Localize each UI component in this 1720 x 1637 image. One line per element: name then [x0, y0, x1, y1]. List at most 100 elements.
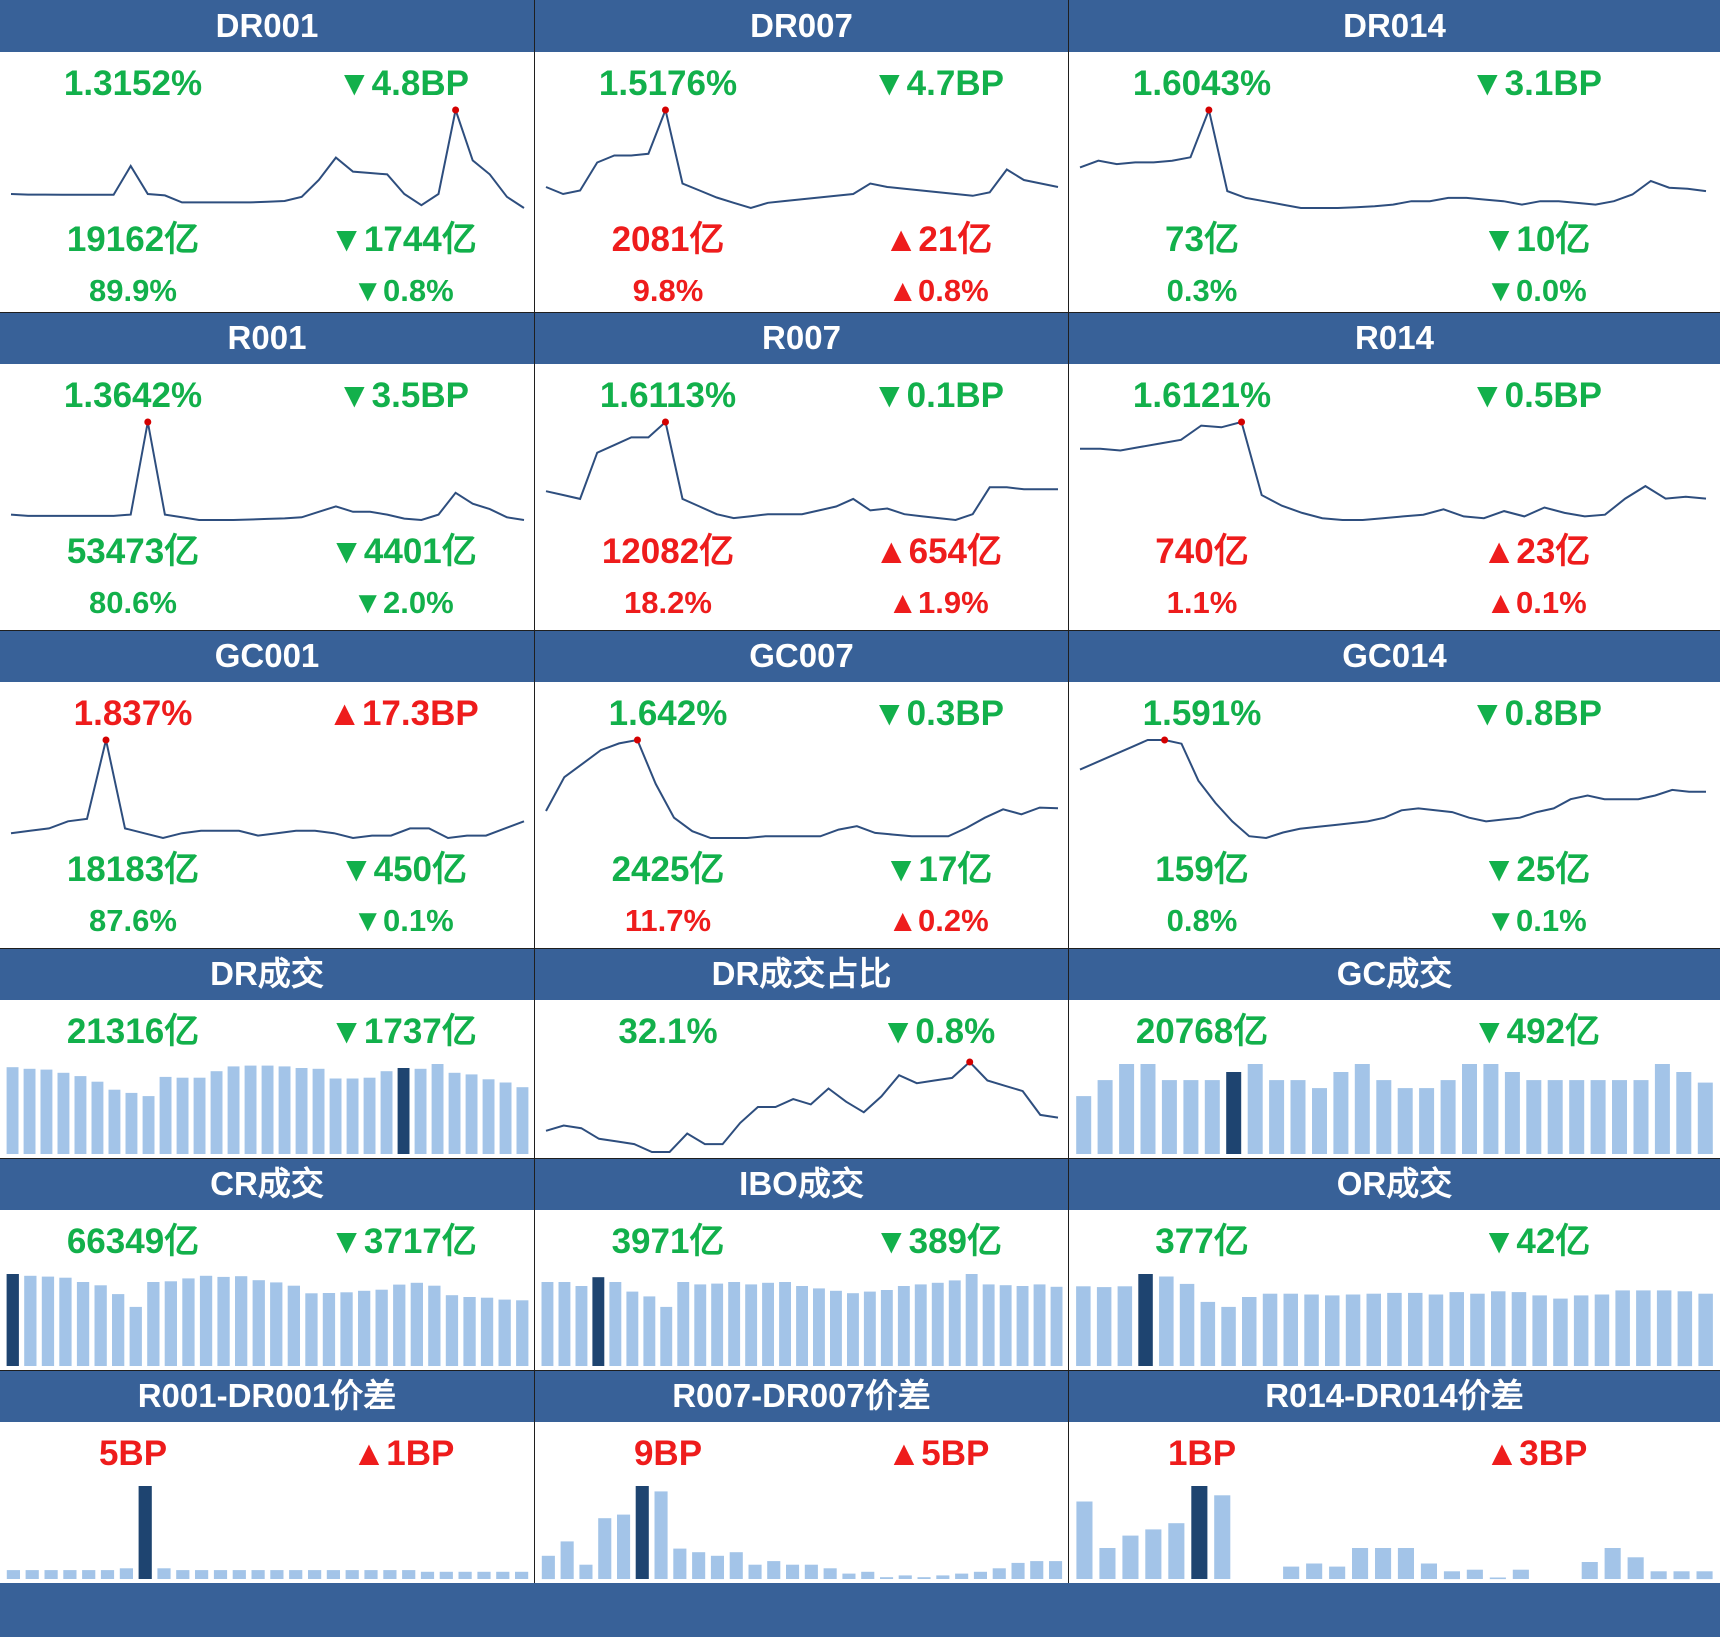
bar [748, 1564, 762, 1579]
change: ▲5BP [886, 1434, 990, 1473]
bar [364, 1570, 378, 1579]
bar [340, 1292, 353, 1366]
share-change: ▼2.0% [352, 585, 454, 620]
bar [480, 1297, 494, 1366]
bar [244, 1065, 257, 1154]
rate-trend-chart [1079, 736, 1706, 840]
bar [1099, 1548, 1116, 1579]
bar [626, 1291, 639, 1366]
share-change: ▲1.9% [887, 585, 989, 620]
panel-5: R014 1.6121% ▼0.5BP 740亿 ▲23亿 1.1% ▲0.1% [1069, 312, 1720, 630]
bar [1419, 1088, 1435, 1154]
bar [182, 1278, 195, 1366]
bar [914, 1284, 927, 1366]
bar [982, 1284, 995, 1366]
peak-marker [966, 1058, 974, 1066]
bar [762, 1282, 774, 1366]
rate-trend-chart [1079, 106, 1707, 209]
rate-value: 1.6113% [599, 376, 737, 415]
peak-marker [452, 106, 460, 114]
bar [295, 1068, 308, 1154]
bar [1016, 1286, 1029, 1366]
volume-change: ▼10亿 [1481, 220, 1591, 259]
bar [346, 1078, 359, 1154]
bar [1526, 1080, 1542, 1154]
bar [1076, 1501, 1093, 1579]
series-line [10, 421, 525, 522]
bar [477, 1571, 491, 1579]
bar [1612, 1080, 1627, 1154]
share-value: 87.6% [89, 903, 177, 938]
bar [465, 1074, 478, 1154]
bar [252, 1280, 265, 1366]
panel-title: R007-DR007价差 [535, 1370, 1068, 1422]
bar [287, 1285, 300, 1366]
bar [1698, 1293, 1713, 1366]
share-change: ▼0.1% [352, 903, 454, 938]
bar [82, 1570, 96, 1579]
bar [195, 1570, 209, 1579]
bar [1449, 1292, 1464, 1366]
bar [955, 1573, 969, 1579]
bar [1366, 1293, 1381, 1366]
panel-7: GC007 1.642% ▼0.3BP 2425亿 ▼17亿 11.7% ▲0.2% [535, 630, 1069, 948]
value: 21316亿 [66, 1012, 200, 1051]
panel-16: R007-DR007价差 9BP ▲5BP [535, 1370, 1069, 1583]
bar-highlight [635, 1486, 649, 1579]
value: 66349亿 [66, 1222, 200, 1261]
row-divider [0, 1158, 1720, 1159]
bar [1140, 1064, 1156, 1154]
bar [710, 1555, 724, 1580]
bar [498, 1299, 511, 1366]
peak-marker [1205, 106, 1213, 114]
bar [420, 1571, 435, 1579]
bar [1283, 1566, 1300, 1579]
bar-highlight [6, 1274, 19, 1366]
bar [1161, 1080, 1177, 1154]
bar [383, 1570, 397, 1579]
rate-change: ▼0.5BP [1470, 376, 1602, 415]
bar [1214, 1495, 1231, 1579]
value: 3971亿 [611, 1222, 725, 1261]
bar [1262, 1293, 1278, 1366]
change: ▲1BP [351, 1434, 455, 1473]
bar [496, 1571, 510, 1579]
bar [312, 1068, 325, 1154]
bar [541, 1282, 554, 1366]
panel-title: DR成交占比 [535, 948, 1068, 1000]
bar [1306, 1563, 1323, 1579]
panel-14: OR成交 377亿 ▼42亿 [1069, 1158, 1720, 1370]
series-line [545, 106, 1059, 210]
panel-title: R014-DR014价差 [1069, 1370, 1720, 1422]
series-line [1080, 420, 1707, 521]
bar [1633, 1080, 1649, 1154]
bar [560, 1541, 574, 1579]
bar [270, 1570, 284, 1579]
bar [289, 1570, 303, 1579]
bar [609, 1282, 622, 1366]
bar [1011, 1562, 1025, 1579]
bar [897, 1286, 910, 1366]
bar [796, 1286, 808, 1366]
bar [1375, 1548, 1392, 1579]
rate-trend-chart [545, 106, 1059, 210]
bar [112, 1294, 125, 1366]
bar [728, 1282, 741, 1366]
footer-bar [0, 1583, 1720, 1637]
bar [125, 1092, 138, 1154]
share-change: ▼0.8% [352, 273, 454, 308]
bar [129, 1306, 142, 1366]
bar [410, 1282, 423, 1366]
rate-value: 1.3642% [63, 376, 203, 415]
bar [147, 1282, 160, 1366]
bar [1145, 1529, 1162, 1579]
bar [516, 1087, 529, 1154]
rate-value: 1.837% [73, 694, 193, 733]
bar [1483, 1064, 1499, 1154]
bar [1122, 1535, 1139, 1579]
bar [1076, 1096, 1092, 1154]
bar [24, 1275, 37, 1366]
rate-trend-chart [1080, 418, 1707, 521]
bar [999, 1285, 1012, 1366]
bar-chart [6, 1486, 529, 1579]
